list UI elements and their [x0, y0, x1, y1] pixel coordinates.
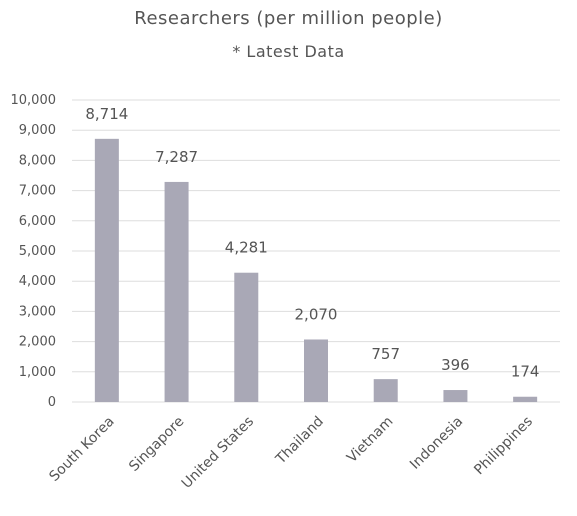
- bar: [94, 138, 119, 402]
- bar: [513, 396, 538, 402]
- y-tick-label: 6,000: [19, 214, 56, 229]
- chart-subtitle: * Latest Data: [232, 42, 345, 61]
- chart-title: Researchers (per million people): [134, 8, 443, 29]
- bar: [164, 181, 189, 402]
- bar: [373, 379, 398, 402]
- y-tick-label: 0: [48, 395, 56, 410]
- data-label: 174: [511, 363, 540, 381]
- x-tick-label: Singapore: [126, 414, 187, 475]
- data-label: 396: [441, 356, 470, 374]
- bar: [234, 272, 259, 402]
- y-tick-label: 10,000: [11, 93, 57, 108]
- x-tick-label: Thailand: [272, 414, 327, 469]
- y-tick-label: 5,000: [19, 244, 56, 259]
- x-tick-label: Philippines: [471, 414, 536, 479]
- x-tick-label: Indonesia: [407, 414, 466, 473]
- x-tick-label: South Korea: [46, 414, 117, 485]
- bar: [443, 390, 468, 402]
- data-label: 4,281: [225, 239, 268, 257]
- x-tick-label: Vietnam: [344, 414, 397, 467]
- bar: [304, 339, 328, 402]
- y-tick-label: 3,000: [19, 304, 56, 319]
- data-label: 7,287: [155, 148, 198, 166]
- y-tick-label: 1,000: [19, 365, 56, 380]
- data-label: 757: [371, 345, 400, 363]
- y-tick-label: 7,000: [19, 184, 56, 199]
- y-tick-label: 8,000: [19, 153, 56, 168]
- y-tick-label: 4,000: [19, 274, 56, 289]
- data-label: 2,070: [295, 305, 338, 323]
- y-tick-label: 2,000: [19, 335, 56, 350]
- data-label: 8,714: [85, 105, 128, 123]
- y-tick-label: 9,000: [19, 123, 56, 138]
- x-tick-label: United States: [179, 414, 257, 492]
